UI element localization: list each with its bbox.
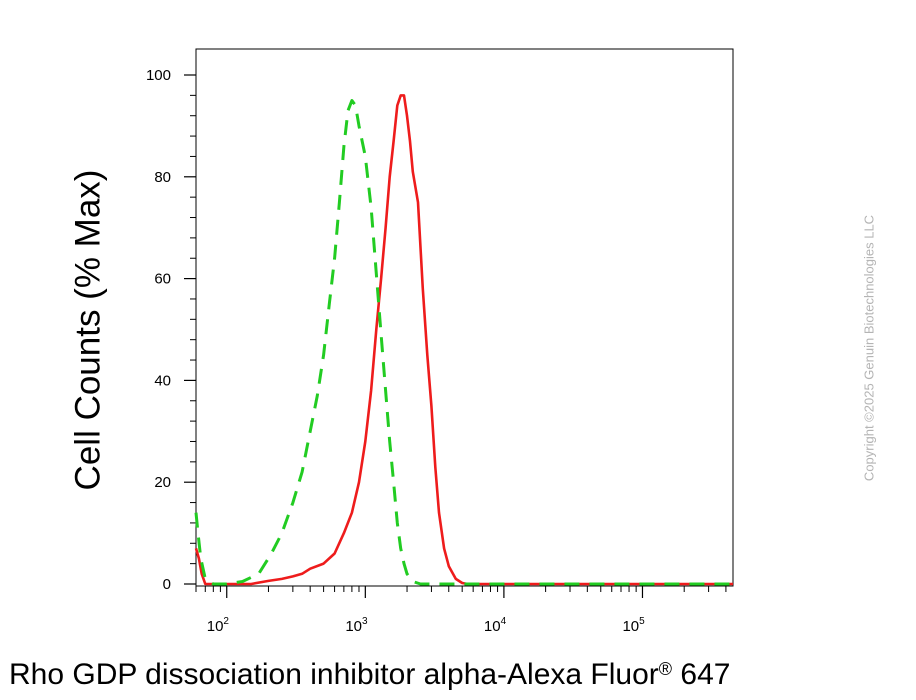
y-tick-label: 20 — [154, 474, 171, 491]
x-axis-label-mark: ® — [659, 659, 672, 679]
series-line-dashed — [194, 99, 733, 586]
series-line-solid — [194, 94, 733, 586]
y-tick-label: 0 — [163, 576, 171, 593]
x-axis-label-main: Rho GDP dissociation inhibitor alpha-Ale… — [9, 658, 659, 691]
x-tick-label: 104 — [484, 616, 507, 635]
y-tick-label: 80 — [154, 169, 171, 186]
x-tick-label: 102 — [207, 616, 230, 635]
histogram-series — [194, 94, 733, 586]
y-tick-label: 60 — [154, 271, 171, 288]
y-axis-label: Cell Counts (% Max) — [68, 170, 107, 491]
x-axis-label: Rho GDP dissociation inhibitor alpha-Ale… — [9, 658, 730, 691]
x-axis-ticks: 102 103 104 105 — [195, 586, 727, 635]
x-tick-label: 103 — [345, 616, 368, 635]
y-tick-label: 100 — [146, 67, 171, 84]
x-tick-label: 105 — [622, 616, 645, 635]
copyright-watermark: Copyright ©2025 Genuin Biotechnologies L… — [861, 215, 876, 481]
plot-frame — [195, 48, 734, 587]
x-axis-label-suffix: 647 — [672, 658, 730, 691]
y-tick-label: 40 — [154, 372, 171, 389]
y-axis-ticks: 0 20 40 60 80 100 — [146, 67, 196, 593]
